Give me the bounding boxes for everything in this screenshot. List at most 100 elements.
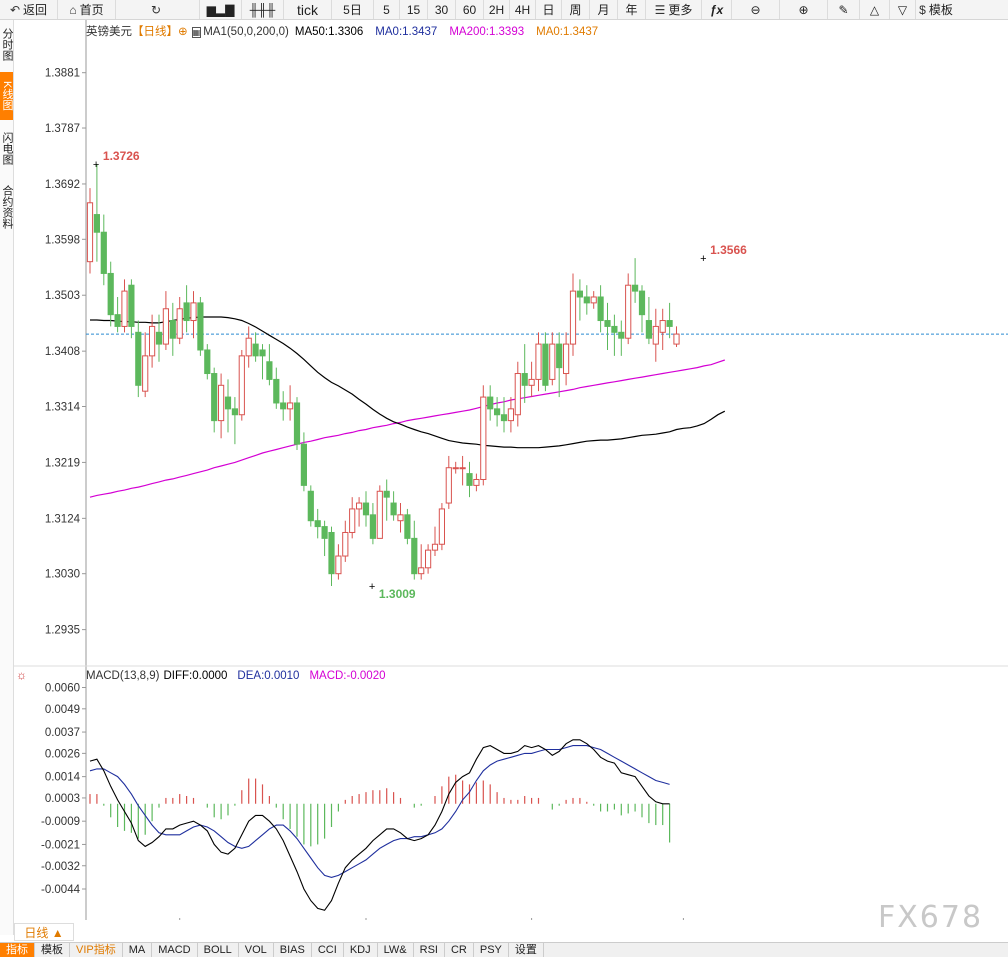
- candle: [259, 344, 266, 380]
- indicator-tab-6[interactable]: VOL: [239, 943, 274, 957]
- indicator-tab-0[interactable]: 指标: [0, 943, 35, 957]
- period-1[interactable]: 5: [374, 0, 400, 19]
- candle: [480, 385, 487, 486]
- period-3[interactable]: 30: [428, 0, 456, 19]
- candle: [342, 520, 349, 562]
- period-0[interactable]: 5日: [332, 0, 374, 19]
- zoom-out-button[interactable]: ⊖: [732, 0, 780, 19]
- shape-button[interactable]: △: [860, 0, 890, 19]
- candle-body: [300, 443, 307, 486]
- candle-body: [280, 402, 287, 410]
- period-selector[interactable]: 日线 ▲: [14, 923, 74, 941]
- formula-button[interactable]: ƒx: [702, 0, 732, 19]
- candle: [362, 491, 370, 527]
- indicator-tab-9[interactable]: KDJ: [344, 943, 378, 957]
- candle: [273, 367, 280, 409]
- candle: [307, 485, 314, 527]
- left-nav-item-3[interactable]: 合约资料: [1, 185, 13, 229]
- macd-settings-icon[interactable]: ☼: [16, 668, 27, 682]
- period-6[interactable]: 4H: [510, 0, 536, 19]
- indicator-tab-10[interactable]: LW&: [378, 943, 414, 957]
- candle-body: [218, 384, 225, 422]
- candle: [100, 214, 107, 286]
- macd-tick-label: -0.0044: [41, 884, 81, 896]
- indicator-tab-8[interactable]: CCI: [312, 943, 344, 957]
- indicator-tab-5[interactable]: BOLL: [198, 943, 239, 957]
- candle-body: [314, 520, 321, 528]
- period-5[interactable]: 2H: [484, 0, 510, 19]
- candle: [638, 285, 646, 333]
- candle-body: [176, 308, 183, 339]
- period-8[interactable]: 周: [562, 0, 590, 19]
- candle-body: [604, 320, 611, 327]
- indicator-tab-14[interactable]: 设置: [509, 943, 544, 957]
- indicator-tab-7[interactable]: BIAS: [274, 943, 312, 957]
- candle-body: [535, 343, 542, 380]
- zoom-in-button[interactable]: ⊕: [780, 0, 828, 19]
- indicator-tab-2[interactable]: VIP指标: [70, 943, 123, 957]
- chevron-button[interactable]: ▽: [890, 0, 916, 19]
- period-9[interactable]: 月: [590, 0, 618, 19]
- chart-area[interactable]: 1.3881 1.3787 1.3692 1.3598 1.3503 1.3408 1.33…: [14, 20, 1008, 920]
- candle-body: [183, 302, 190, 322]
- date-label: 2025/12: [512, 919, 552, 920]
- candle: [507, 397, 514, 433]
- more-button[interactable]: ☰ 更多: [646, 0, 702, 19]
- template-button[interactable]: $ 模板: [919, 2, 953, 18]
- tick-button[interactable]: tick: [284, 0, 332, 19]
- period-7[interactable]: 日: [536, 0, 562, 19]
- macd-diff-label: DIFF:0.0000: [163, 670, 228, 682]
- candle: [335, 544, 342, 580]
- indicator-tab-3[interactable]: MA: [123, 943, 153, 957]
- refresh-button[interactable]: ↻: [116, 0, 200, 19]
- indicator-tab-11[interactable]: RSI: [414, 943, 445, 957]
- period-2[interactable]: 15: [400, 0, 428, 19]
- candle: [597, 285, 604, 333]
- candle-body: [252, 343, 259, 357]
- menu-icon: ☰: [654, 2, 666, 17]
- candle: [114, 296, 121, 333]
- back-button[interactable]: ↶ 返回: [0, 0, 58, 19]
- indicator-tab-13[interactable]: PSY: [474, 943, 509, 957]
- candle: [93, 163, 101, 262]
- candle: [431, 526, 439, 557]
- candle-body: [673, 333, 680, 345]
- candle-body: [411, 537, 418, 575]
- candle-body: [611, 325, 618, 333]
- candle-body: [114, 314, 121, 327]
- left-nav-item-2[interactable]: 闪电图: [1, 131, 13, 165]
- toolbar: ↶ 返回 ⌂ 首页 ↻ ▆▂▇ ╫╫╫ tick 5日 5 15 30 60 2H 4H 日周月年…: [0, 0, 1008, 20]
- indicator-tab-4[interactable]: MACD: [152, 943, 198, 957]
- candle-body: [259, 349, 266, 357]
- candle: [473, 473, 480, 492]
- macd-tick-label: 0.0003: [45, 793, 80, 805]
- ma200-line: [89, 359, 725, 498]
- bar-chart-icon: ▆▂▇: [206, 2, 235, 17]
- indicator-tab-12[interactable]: CR: [445, 943, 474, 957]
- bar-chart-button[interactable]: ▆▂▇: [200, 0, 242, 19]
- instrument-name: 英镑美元: [86, 26, 132, 38]
- candle-chart-button[interactable]: ╫╫╫: [242, 0, 284, 19]
- left-nav-item-1[interactable]: K线图: [0, 72, 13, 120]
- candle: [514, 361, 521, 427]
- candle-body: [121, 290, 128, 327]
- home-button[interactable]: ⌂ 首页: [58, 0, 116, 19]
- macd-tick-label: 0.0014: [45, 772, 81, 784]
- candle: [390, 491, 397, 521]
- draw-button[interactable]: ✎: [828, 0, 860, 19]
- period-4[interactable]: 60: [456, 0, 484, 19]
- candle: [218, 373, 225, 439]
- candle: [521, 344, 528, 403]
- candle-body: [466, 473, 473, 486]
- macd-tick-label: -0.0021: [41, 839, 80, 851]
- candle: [252, 332, 259, 362]
- candle: [349, 497, 356, 539]
- candle-body: [349, 508, 356, 533]
- settings-icon[interactable]: ⊕: [178, 26, 188, 38]
- ma0-orange-label: MA0:1.3437: [536, 26, 599, 38]
- left-nav-item-0[interactable]: 分时图: [1, 27, 13, 61]
- candle: [452, 461, 459, 474]
- period-10[interactable]: 年: [618, 0, 646, 19]
- indicator-tab-1[interactable]: 模板: [35, 943, 70, 957]
- macd-diff-line: [89, 739, 670, 911]
